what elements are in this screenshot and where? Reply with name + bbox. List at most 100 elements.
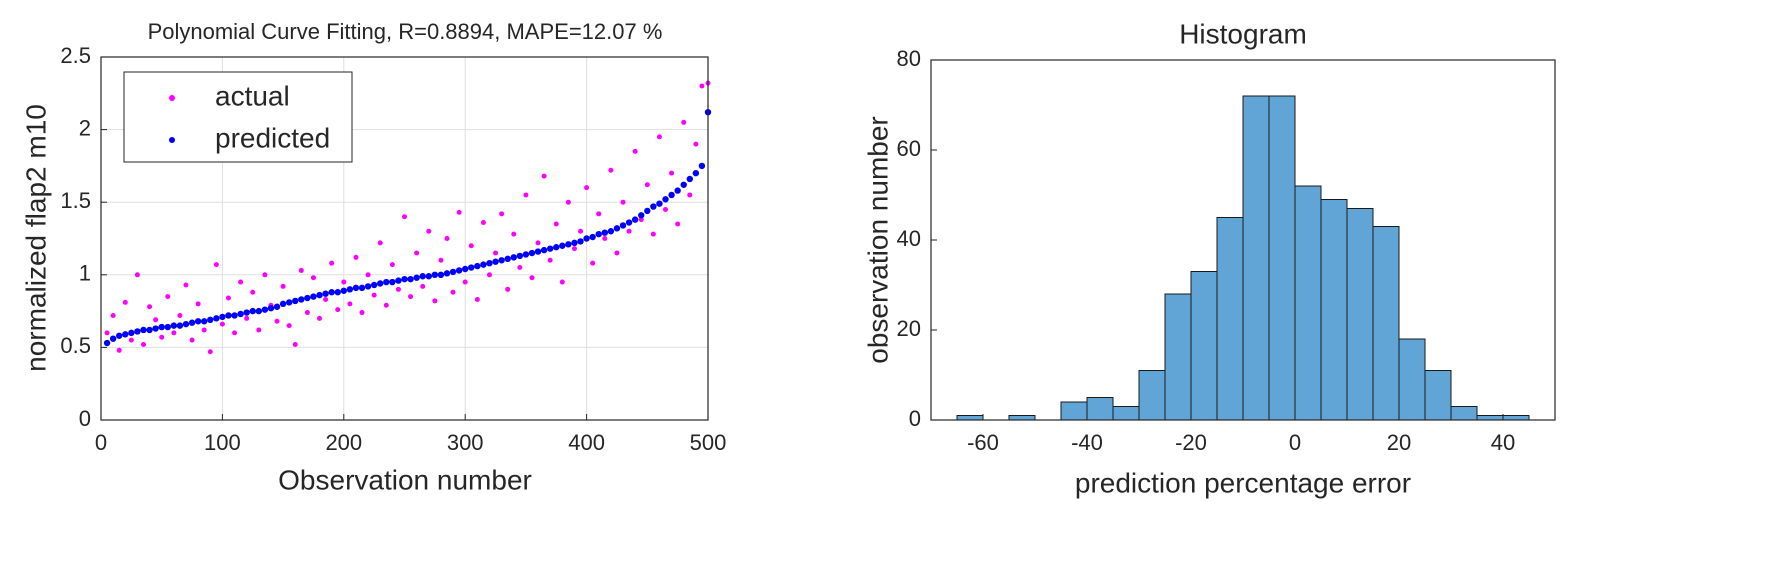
point — [601, 229, 609, 236]
y-axis-label: observation number — [862, 116, 893, 363]
point — [450, 289, 456, 295]
point — [341, 279, 347, 285]
point — [238, 279, 244, 285]
point — [638, 212, 645, 219]
point — [443, 270, 451, 277]
point — [498, 257, 505, 264]
point — [523, 192, 529, 198]
point — [486, 259, 493, 267]
point — [346, 286, 354, 293]
bar — [1372, 226, 1400, 421]
point — [274, 318, 280, 324]
point — [462, 265, 469, 273]
point — [547, 257, 553, 263]
point — [116, 347, 122, 353]
x-tick-label: 0 — [1289, 430, 1301, 455]
point — [408, 294, 414, 300]
point — [699, 83, 705, 89]
point — [176, 322, 184, 329]
y-tick-label: 0.5 — [60, 333, 91, 358]
point — [602, 236, 608, 241]
point — [383, 278, 390, 286]
bar — [1112, 406, 1140, 421]
point — [511, 231, 517, 237]
point — [267, 304, 275, 312]
point — [225, 312, 232, 319]
point — [499, 211, 505, 217]
point — [546, 245, 554, 252]
point — [419, 273, 426, 280]
point — [468, 243, 474, 249]
bar — [1502, 415, 1530, 421]
x-tick-label: 300 — [447, 430, 484, 455]
point — [134, 328, 141, 335]
point — [116, 332, 123, 339]
y-tick-label: 20 — [897, 316, 921, 341]
point — [147, 304, 153, 310]
point — [359, 310, 365, 316]
point — [370, 281, 378, 289]
point — [698, 162, 706, 170]
point — [153, 317, 159, 323]
point — [401, 275, 408, 283]
point — [200, 318, 208, 325]
point — [364, 283, 372, 290]
y-tick-label: 0 — [79, 406, 91, 431]
point — [669, 170, 675, 176]
point — [662, 196, 669, 203]
axes-frame — [930, 59, 1556, 421]
x-axis-label: Observation number — [278, 464, 532, 495]
y-tick-label: 1.5 — [60, 188, 91, 213]
legend-marker — [169, 137, 175, 143]
point — [504, 255, 511, 263]
point — [425, 273, 432, 280]
point — [255, 307, 263, 315]
point — [420, 283, 426, 289]
point — [620, 199, 626, 205]
point — [516, 252, 524, 260]
point — [438, 257, 444, 263]
point — [243, 309, 250, 316]
point — [207, 316, 214, 324]
point — [317, 315, 323, 321]
point — [146, 326, 153, 334]
point — [674, 187, 681, 194]
point — [244, 315, 250, 321]
point — [256, 327, 262, 333]
point — [571, 246, 577, 252]
bar — [1060, 401, 1088, 421]
point — [631, 216, 639, 223]
point — [480, 261, 487, 268]
point — [578, 228, 584, 234]
y-tick-label: 40 — [897, 226, 921, 251]
point — [596, 211, 602, 217]
point — [140, 326, 147, 334]
point — [298, 267, 304, 273]
x-tick-label: 0 — [95, 430, 107, 455]
point — [249, 307, 256, 315]
bar — [1294, 185, 1322, 421]
chart-title: Histogram — [1179, 18, 1307, 49]
point — [456, 209, 462, 215]
bar — [1242, 95, 1270, 421]
point — [656, 200, 663, 207]
point — [584, 185, 590, 191]
point — [128, 337, 134, 343]
point — [304, 310, 310, 316]
point — [158, 323, 165, 331]
point — [395, 286, 401, 292]
point — [529, 275, 535, 281]
point — [194, 318, 202, 325]
x-tick-label: 100 — [204, 430, 241, 455]
point — [638, 217, 644, 223]
point — [207, 349, 213, 355]
bar — [1190, 271, 1218, 421]
point — [414, 250, 420, 256]
point — [182, 320, 190, 328]
point — [528, 249, 536, 257]
point — [656, 134, 662, 140]
x-tick-label: -20 — [1175, 430, 1207, 455]
point — [613, 225, 621, 232]
point — [165, 294, 171, 300]
point — [171, 330, 177, 336]
